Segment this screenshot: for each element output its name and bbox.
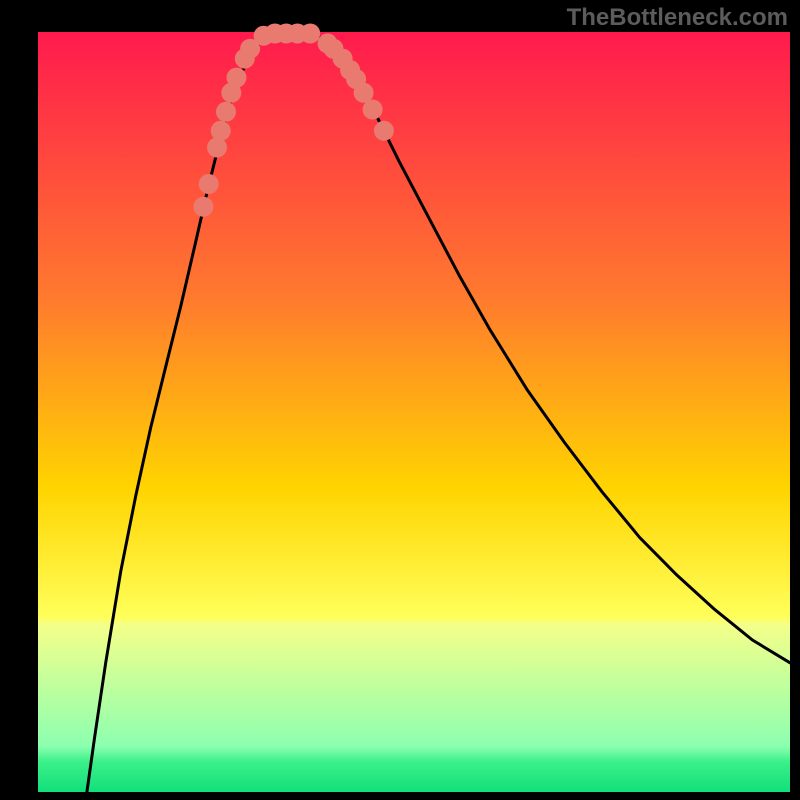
watermark-text: TheBottleneck.com [567,4,788,32]
chart-container: TheBottleneck.com [0,0,800,800]
plot-gradient-area [38,32,790,792]
